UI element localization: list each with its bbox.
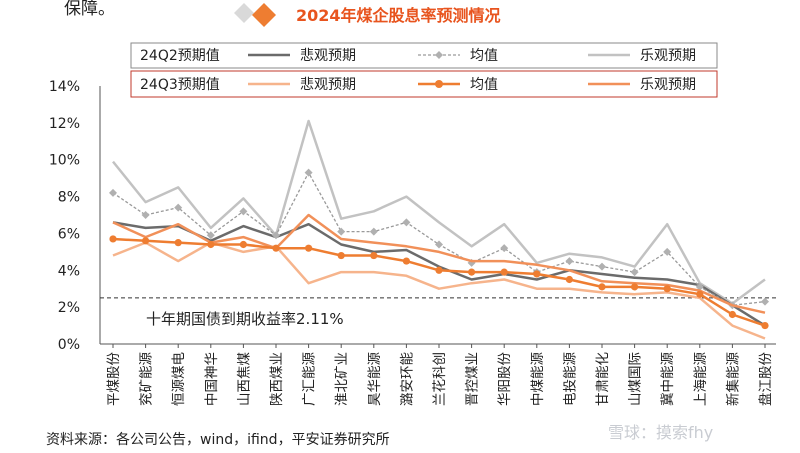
y-tick-label: 4% [58, 263, 80, 279]
legend-marker-q3-mean [435, 80, 443, 88]
data-point-q2-mean [663, 247, 672, 256]
data-point-q3-mean [370, 251, 378, 260]
data-point-q3-mean [728, 310, 737, 319]
series-layer [109, 119, 769, 340]
legend: 24Q2预期值 24Q3预期值 悲观预期 均值 乐观预期 悲观预期 均值 乐观预… [130, 42, 718, 98]
x-tick-label: 潞安环能 [399, 352, 415, 406]
x-tick-label: 兖矿能源 [139, 352, 155, 406]
data-point-q3-mean [207, 240, 215, 249]
data-point-q2-mean [402, 218, 411, 227]
legend-item-q3-optimistic: 乐观预期 [640, 77, 696, 93]
legend-item-q3-pessimistic: 悲观预期 [300, 76, 356, 93]
x-tick-label: 甘肃能化 [595, 352, 611, 406]
legend-item-q3-mean: 均值 [470, 77, 498, 93]
x-tick-label: 陕西煤业 [269, 352, 285, 406]
x-tick-label: 中煤能源 [530, 352, 546, 406]
data-point-q3-mean [696, 290, 704, 298]
previous-text-fragment: 保障。 [64, 0, 115, 19]
y-tick-label: 6% [58, 226, 80, 242]
legend-row-label-q3: 24Q3预期值 [140, 77, 220, 93]
chart-title: 2024年煤企股息率预测情况 [296, 6, 501, 25]
x-tick-label: 兰花科创 [432, 352, 448, 406]
x-tick-label: 平煤股份 [106, 352, 122, 406]
x-tick-label: 淮北矿业 [334, 352, 350, 406]
data-point-q2-mean [109, 188, 117, 197]
data-point-q3-mean [631, 283, 639, 291]
data-point-q3-mean [663, 285, 671, 293]
reference-line-label: 十年期国债到期收益率2.11% [146, 310, 344, 328]
y-tick-label: 12% [49, 116, 80, 132]
y-tick-label: 10% [49, 153, 80, 169]
x-tick-label: 新集能源 [725, 352, 741, 406]
x-tick-label: 广汇能源 [302, 352, 318, 406]
x-tick-label: 冀中能源 [660, 352, 676, 406]
legend-item-q2-optimistic: 乐观预期 [640, 48, 696, 64]
y-tick-label: 14% [49, 79, 80, 95]
legend-box-q2 [130, 42, 718, 69]
legend-row-label-q2: 24Q2预期值 [140, 48, 220, 64]
data-point-q2-mean [272, 231, 280, 240]
data-point-q3-mean [174, 239, 182, 247]
data-point-q3-mean [598, 283, 606, 291]
series-line-q2-optimistic [112, 119, 766, 305]
x-tick-label: 昊华能源 [367, 352, 383, 406]
watermark: 雪球：摸索fhy [608, 423, 714, 442]
data-point-q2-mean [630, 268, 639, 277]
data-point-q3-mean [468, 268, 476, 276]
data-point-q3-mean [565, 275, 574, 284]
legend-box-q3 [130, 70, 718, 98]
data-point-q2-mean [598, 262, 606, 271]
data-point-q3-mean [337, 251, 345, 260]
data-point-q2-mean [369, 227, 378, 236]
data-point-q3-mean [109, 235, 117, 243]
data-point-q3-mean [272, 244, 280, 252]
x-tick-label: 山煤国际 [628, 352, 644, 406]
data-point-q2-mean [239, 207, 248, 216]
x-tick-label: 山西焦煤 [236, 352, 252, 406]
data-point-q3-mean [142, 237, 150, 245]
x-tick-label: 电投能源 [562, 352, 578, 406]
legend-marker-q2-mean [435, 51, 443, 59]
x-axis-ticks: 平煤股份 兖矿能源 恒源煤电 中国神华 山西焦煤 陕西煤业 广汇能源 淮北矿业 昊华能源 潞安环能… [106, 344, 774, 406]
data-point-q2-mean [141, 211, 150, 219]
data-point-q3-mean [761, 321, 769, 330]
x-tick-label: 盘江股份 [757, 352, 774, 406]
x-tick-label: 晋控煤业 [465, 352, 481, 406]
legend-item-q2-pessimistic: 悲观预期 [300, 47, 356, 64]
legend-item-q2-mean: 均值 [470, 48, 498, 64]
x-tick-label: 上海能源 [693, 352, 709, 406]
y-axis-ticks: 0% 2% 4% 6% 8% 10% 12% 14% [49, 79, 80, 353]
y-tick-label: 0% [58, 337, 80, 353]
x-tick-label: 华阳股份 [497, 352, 513, 406]
y-tick-label: 8% [58, 190, 80, 206]
data-point-q2-mean [500, 244, 509, 253]
series-line-q2-pessimistic [112, 221, 766, 327]
data-point-q2-mean [435, 240, 443, 249]
data-point-q2-mean [761, 297, 769, 306]
data-point-q3-mean [533, 270, 541, 278]
data-point-q3-mean [435, 266, 443, 274]
chart-title-banner: 2024年煤企股息率预测情况 [234, 3, 501, 27]
diamond-icon [252, 3, 276, 27]
data-point-q2-mean [206, 231, 215, 240]
data-point-q3-mean [305, 244, 313, 252]
x-tick-label: 中国神华 [204, 352, 220, 406]
series-line-q3-optimistic [112, 213, 766, 314]
data-point-q3-mean [402, 257, 410, 265]
diamond-icon [234, 3, 254, 23]
y-tick-label: 2% [58, 300, 80, 316]
data-point-q3-mean [239, 240, 247, 249]
data-point-q2-mean [695, 282, 704, 291]
x-tick-label: 恒源煤电 [171, 352, 187, 406]
data-point-q3-mean [500, 268, 508, 276]
data-point-q2-mean [337, 227, 346, 236]
data-point-q2-mean [565, 257, 574, 266]
data-point-q2-mean [304, 168, 313, 177]
source-note: 资料来源：各公司公告，wind，ifind，平安证券研究所 [46, 432, 390, 448]
data-point-q2-mean [174, 203, 183, 212]
